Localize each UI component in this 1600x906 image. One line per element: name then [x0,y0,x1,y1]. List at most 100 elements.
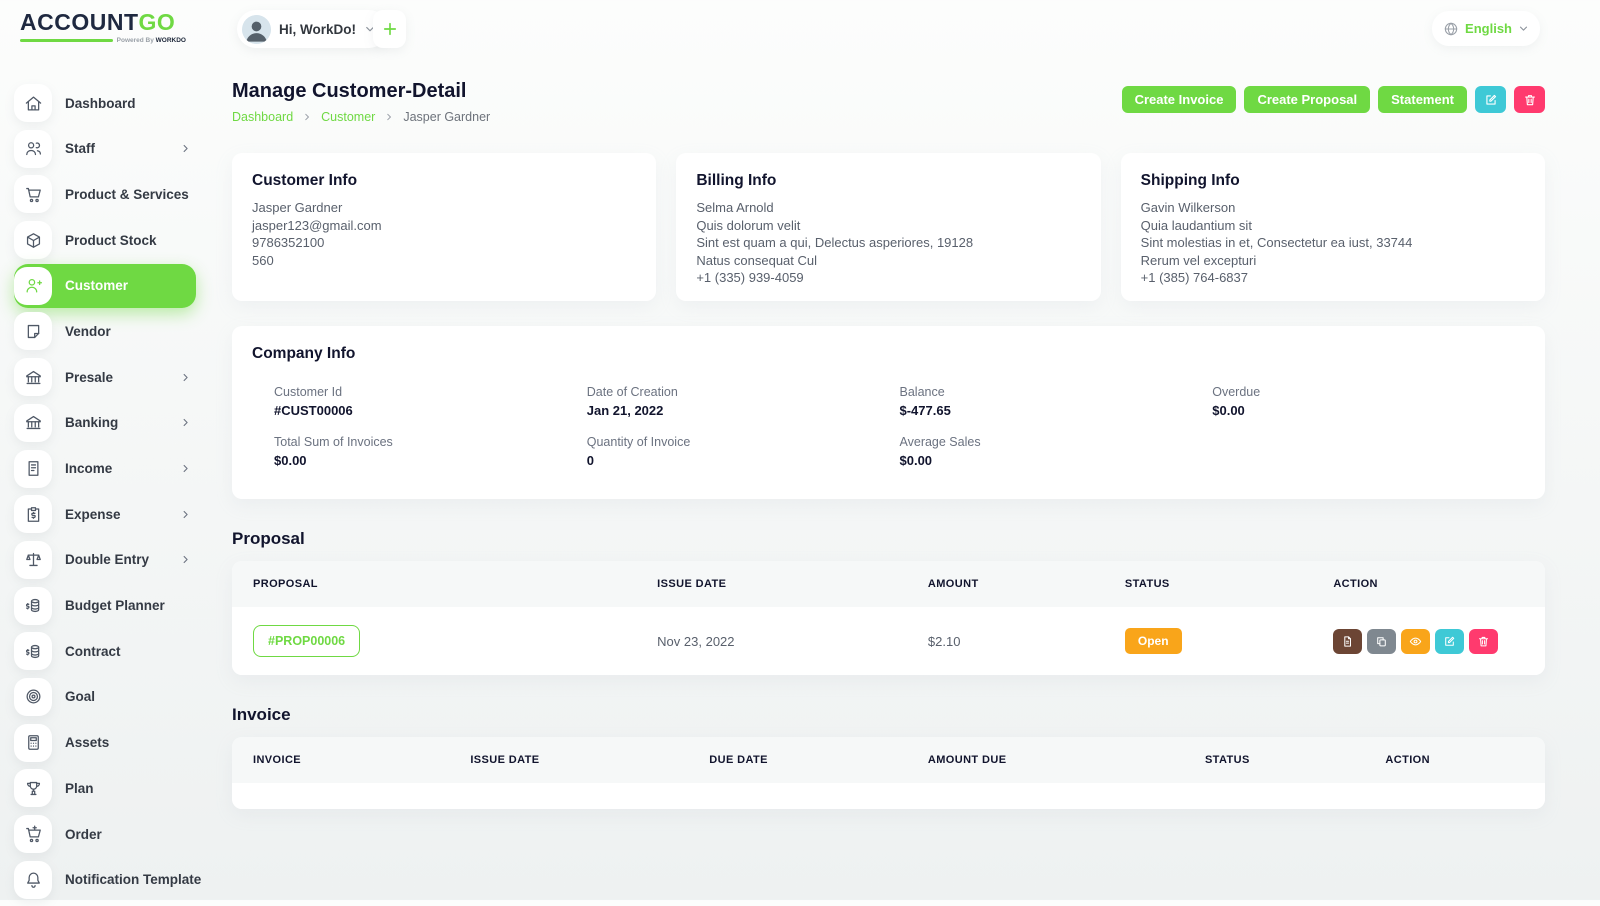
chevron-right-icon [302,112,312,122]
budget-planner-icon [14,586,52,625]
sidebar-item-label: Income [65,461,113,476]
sidebar-item-plan[interactable]: Plan [14,769,196,808]
sidebar-item-customer[interactable]: Customer [14,263,196,308]
info-cards: Customer Info Jasper Gardner jasper123@g… [232,153,1545,301]
sidebar-item-contract[interactable]: Contract [14,632,196,671]
breadcrumb: Dashboard Customer Jasper Gardner [232,110,490,124]
edit-customer-button[interactable] [1475,86,1506,113]
sidebar-item-staff[interactable]: Staff [14,129,196,168]
billing-address-line1: Quis dolorum velit [696,217,801,233]
income-icon [14,449,52,488]
invoice-table-header: INVOICE ISSUE DATE DUE DATE AMOUNT DUE S… [232,737,1545,783]
duplicate-button[interactable] [1367,628,1397,654]
product-stock-icon [14,221,52,260]
plan-icon [14,769,52,808]
chevron-right-icon [180,372,191,383]
presale-icon [14,358,52,397]
field-label: Date of Creation [586,385,678,399]
column-header-amount: AMOUNT [927,578,979,590]
sidebar-item-product-services[interactable]: Product & Services [14,175,196,214]
sidebar-item-income[interactable]: Income [14,449,196,488]
column-header-issue-date: ISSUE DATE [470,754,540,766]
brand-powered-by: Powered By WORKDO [20,37,186,44]
sidebar-item-assets[interactable]: Assets [14,723,196,762]
column-header-proposal: PROPOSAL [253,578,318,590]
notification-icon [14,860,52,899]
billing-name: Selma Arnold [696,200,774,215]
field-value: $0.00 [1212,403,1245,418]
sidebar-item-goal[interactable]: Goal [14,677,196,716]
eye-icon [1409,635,1422,648]
create-invoice-button[interactable]: Create Invoice [1121,86,1237,113]
user-menu[interactable]: Hi, WorkDo! [237,10,388,48]
language-label: English [1465,21,1512,36]
create-proposal-button[interactable]: Create Proposal [1244,86,1371,113]
edit-button[interactable] [1435,628,1465,654]
field-balance: Balance $-477.65 [900,385,1213,418]
edit-icon [1443,635,1456,648]
quick-add-button[interactable] [373,10,406,48]
sidebar-item-budget-planner[interactable]: Budget Planner [14,586,196,625]
chevron-right-icon [384,112,394,122]
powered-brand: WORKDO [155,37,186,44]
sidebar-item-product-stock[interactable]: Product Stock [14,221,196,260]
field-label: Quantity of Invoice [586,435,691,449]
globe-icon [1443,21,1459,37]
field-average-sales: Average Sales $0.00 [900,435,1213,468]
sidebar-item-order[interactable]: Order [14,815,196,853]
column-header-amount-due: AMOUNT DUE [927,754,1007,766]
sidebar-item-label: Budget Planner [65,598,165,614]
breadcrumb-dashboard[interactable]: Dashboard [232,110,294,124]
sidebar-item-presale[interactable]: Presale [14,358,196,397]
column-header-action: ACTION [1385,754,1430,766]
sidebar-item-vendor[interactable]: Vendor [14,312,196,351]
status-badge: Open [1124,628,1182,654]
brand-logo[interactable]: ACCOUNTGO Powered By WORKDO [20,11,186,44]
proposal-table-row: #PROP00006 Nov 23, 2022 $2.10 Open [232,607,1545,675]
field-label: Overdue [1212,385,1261,399]
sidebar-item-dashboard[interactable]: Dashboard [14,84,196,122]
field-value: #CUST00006 [274,403,353,418]
language-selector[interactable]: English [1432,11,1540,46]
sidebar-item-label: Double Entry [65,552,150,568]
company-info-card: Company Info Customer Id #CUST00006 Date… [232,326,1545,499]
view-button[interactable] [1401,628,1431,654]
chevron-right-icon [180,554,191,565]
powered-prefix: Powered By [116,37,156,44]
home-icon [14,84,52,122]
chevron-right-icon [180,509,191,520]
sidebar-item-notification-template[interactable]: Notification Template [14,860,201,899]
billing-info-card: Billing Info Selma Arnold Quis dolorum v… [676,153,1101,301]
sidebar-item-double-entry[interactable]: Double Entry [14,540,196,579]
order-icon [14,815,52,853]
customer-name: Jasper Gardner [252,200,343,215]
document-button[interactable] [1333,628,1363,654]
invoice-table-empty-body [232,783,1545,809]
column-header-status: STATUS [1204,754,1250,766]
shipping-info-card: Shipping Info Gavin Wilkerson Quia lauda… [1120,153,1545,301]
sidebar-item-label: Product Stock [65,232,157,248]
chevron-down-icon [1518,23,1529,34]
sidebar-item-expense[interactable]: Expense [14,495,196,534]
invoice-table: INVOICE ISSUE DATE DUE DATE AMOUNT DUE S… [232,737,1545,809]
proposal-row-actions [1333,628,1524,654]
field-quantity-of-invoice: Quantity of Invoice 0 [587,435,900,468]
column-header-status: STATUS [1124,578,1170,590]
breadcrumb-customer[interactable]: Customer [321,110,376,124]
sidebar-item-label: Vendor [65,323,111,339]
sidebar-item-label: Assets [65,735,110,751]
proposal-id-link[interactable]: #PROP00006 [253,625,361,657]
invoice-section-title: Invoice [232,705,291,724]
sidebar-item-label: Notification Template [65,872,202,888]
field-label: Total Sum of Invoices [274,435,393,449]
sidebar-item-label: Banking [65,415,119,431]
statement-button[interactable]: Statement [1378,86,1467,113]
sidebar-item-banking[interactable]: Banking [14,403,196,442]
banking-icon [14,403,52,442]
chevron-right-icon [180,143,191,154]
goal-icon [14,677,52,716]
delete-customer-button[interactable] [1514,86,1545,113]
proposal-table: PROPOSAL ISSUE DATE AMOUNT STATUS ACTION… [232,561,1545,675]
delete-button[interactable] [1469,628,1499,654]
field-value: 0 [586,453,594,468]
